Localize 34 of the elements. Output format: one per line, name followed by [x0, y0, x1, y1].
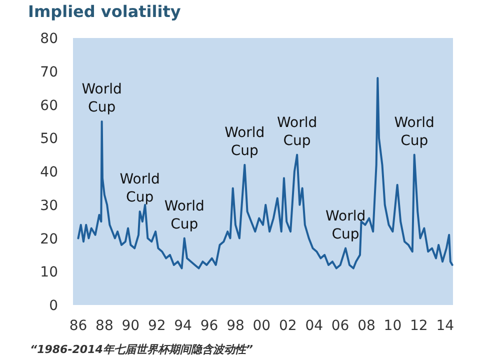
- x-tick-label: 10: [384, 318, 402, 334]
- y-tick-label: 20: [40, 231, 58, 248]
- y-tick-label: 40: [40, 164, 58, 180]
- x-tick-label: 88: [96, 318, 114, 334]
- annotation: World Cup: [120, 172, 160, 206]
- x-tick-label: 86: [69, 318, 88, 334]
- y-tick-label: 50: [40, 131, 58, 148]
- x-tick-label: 08: [358, 318, 376, 334]
- y-tick-label: 70: [40, 64, 58, 80]
- y-tick-label: 60: [40, 98, 58, 114]
- y-tick-label: 30: [40, 198, 58, 214]
- x-tick-label: 04: [305, 318, 324, 334]
- text: “1986-2014年七届世界杯期间隐含波动性”: [30, 343, 253, 356]
- y-tick-label: 80: [40, 31, 58, 47]
- x-tick-label: 12: [410, 318, 428, 334]
- x-tick-label: 90: [122, 318, 140, 334]
- x-tick-label: 06: [331, 318, 350, 334]
- annotation: World Cup: [394, 114, 434, 149]
- chart-title: Implied volatility: [28, 2, 182, 21]
- x-tick-label: 92: [148, 318, 166, 334]
- line-series: [77, 77, 454, 270]
- x-tick-label: 96: [200, 318, 218, 334]
- x-tick-label: 00: [252, 318, 271, 334]
- annotation: World Cup: [82, 81, 122, 116]
- x-tick-label: 14: [436, 318, 454, 334]
- x-tick-label: 94: [174, 318, 192, 334]
- annotation: World Cup: [224, 124, 265, 159]
- x-tick-label: 98: [226, 318, 244, 334]
- y-tick-label: 10: [40, 264, 58, 281]
- x-tick-label: 02: [278, 318, 297, 334]
- annotation: World Cup: [164, 198, 204, 232]
- y-tick-label: 0: [49, 298, 58, 314]
- annotation: World Cup: [277, 114, 318, 149]
- annotation: World Cup: [325, 208, 366, 242]
